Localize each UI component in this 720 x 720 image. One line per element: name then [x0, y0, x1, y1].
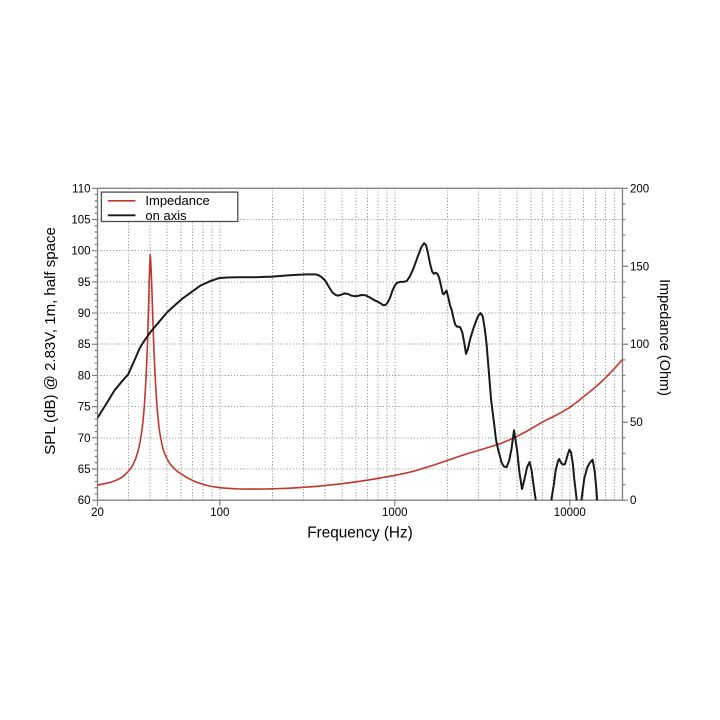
svg-text:10000: 10000	[554, 507, 586, 519]
svg-text:Frequency (Hz): Frequency (Hz)	[307, 525, 412, 542]
svg-text:Impedance: Impedance	[145, 193, 209, 208]
svg-text:100: 100	[210, 507, 229, 519]
svg-text:Impedance (Ohm): Impedance (Ohm)	[656, 279, 672, 396]
svg-text:50: 50	[630, 417, 643, 429]
svg-text:200: 200	[630, 183, 649, 195]
svg-text:on axis: on axis	[145, 208, 187, 223]
svg-text:65: 65	[78, 464, 91, 476]
svg-text:75: 75	[78, 402, 91, 414]
svg-text:20: 20	[91, 507, 104, 519]
svg-text:110: 110	[72, 183, 90, 195]
svg-text:100: 100	[71, 246, 90, 258]
svg-text:1000: 1000	[382, 507, 408, 519]
svg-text:60: 60	[78, 495, 91, 507]
svg-text:85: 85	[78, 339, 91, 351]
svg-text:0: 0	[630, 495, 636, 507]
svg-text:150: 150	[630, 261, 649, 273]
svg-text:80: 80	[78, 370, 91, 382]
svg-text:SPL (dB) @ 2.83V, 1m, half spa: SPL (dB) @ 2.83V, 1m, half space	[42, 227, 59, 455]
svg-text:100: 100	[630, 339, 649, 351]
svg-text:90: 90	[78, 308, 91, 320]
svg-text:70: 70	[78, 433, 91, 445]
svg-text:95: 95	[78, 277, 91, 289]
svg-text:105: 105	[71, 215, 90, 227]
